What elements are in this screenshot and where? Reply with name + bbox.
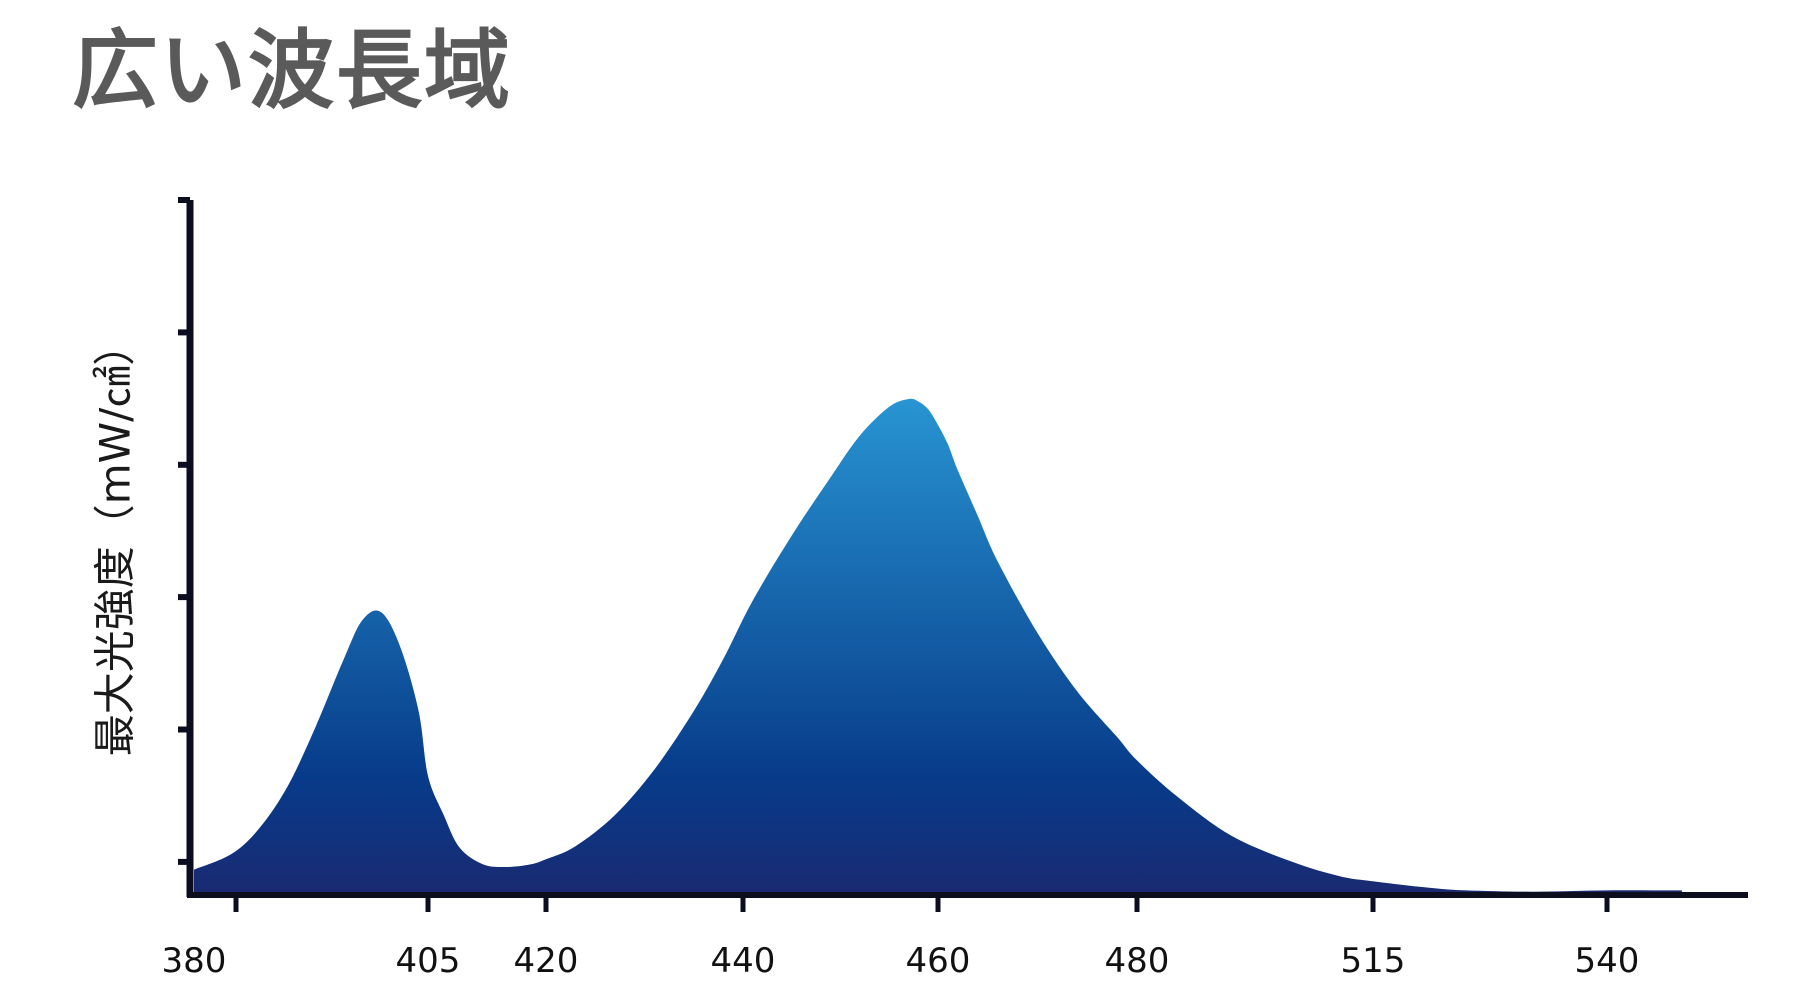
axis-layer [186, 200, 1748, 898]
x-tick-label: 460 [906, 941, 971, 981]
area-layer [194, 398, 1682, 893]
x-tick-label: 480 [1105, 941, 1170, 981]
x-tick-label: 540 [1575, 941, 1640, 981]
chart-title: 広い波長域 [72, 21, 512, 121]
spectrum-area [194, 398, 1682, 893]
x-tick-label: 380 [162, 941, 227, 981]
x-tick-label: 420 [514, 941, 579, 981]
x-tick-label: 515 [1341, 941, 1406, 981]
x-tick-label: 405 [396, 941, 461, 981]
tick-layer [178, 197, 1610, 912]
x-tick-label: 440 [711, 941, 776, 981]
label-layer: 380 405 420 440 460 480 515 540 [162, 941, 1640, 981]
